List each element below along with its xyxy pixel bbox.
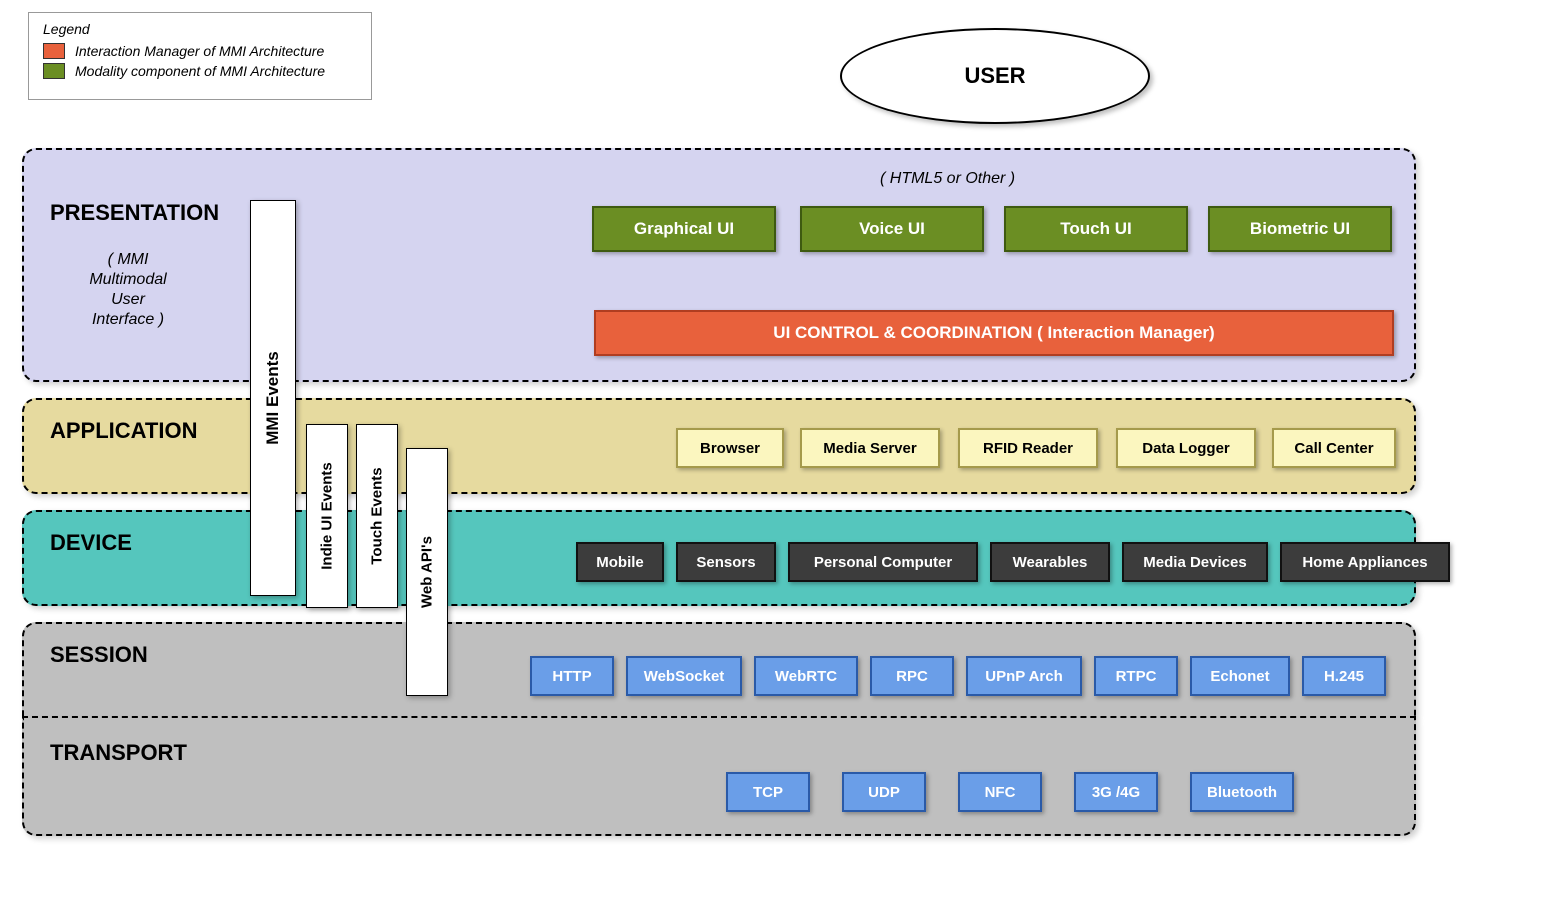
vbar: Touch Events	[356, 424, 398, 608]
box-label: Mobile	[596, 554, 644, 571]
box-presentation: Voice UI	[800, 206, 984, 252]
layer-subtitle-line: ( MMI	[48, 250, 208, 270]
box-application: RFID Reader	[958, 428, 1098, 468]
legend-box: Legend Interaction Manager of MMI Archite…	[28, 12, 372, 100]
box-label: NFC	[985, 784, 1016, 801]
box-transport: UDP	[842, 772, 926, 812]
vbar-label: MMI Events	[263, 351, 283, 445]
box-device: Media Devices	[1122, 542, 1268, 582]
box-application: Call Center	[1272, 428, 1396, 468]
box-label: UI CONTROL & COORDINATION ( Interaction …	[773, 323, 1214, 343]
layer-title-transport: TRANSPORT	[50, 740, 187, 766]
box-label: Home Appliances	[1302, 554, 1427, 571]
user-ellipse: USER	[840, 28, 1150, 124]
box-label: WebSocket	[644, 668, 725, 685]
box-session: H.245	[1302, 656, 1386, 696]
layer-title-presentation: PRESENTATION	[50, 200, 219, 226]
vbar-label: Touch Events	[369, 467, 386, 564]
legend-title: Legend	[43, 21, 357, 37]
box-presentation: Touch UI	[1004, 206, 1188, 252]
box-transport: TCP	[726, 772, 810, 812]
legend-swatch	[43, 43, 65, 59]
box-application: Media Server	[800, 428, 940, 468]
box-session: RTPC	[1094, 656, 1178, 696]
box-presentation: Graphical UI	[592, 206, 776, 252]
box-label: RPC	[896, 668, 928, 685]
box-application: Browser	[676, 428, 784, 468]
box-label: Graphical UI	[634, 219, 734, 239]
box-transport: Bluetooth	[1190, 772, 1294, 812]
user-label: USER	[964, 63, 1025, 89]
box-session: WebSocket	[626, 656, 742, 696]
layer-subtitle-line: User	[48, 290, 208, 310]
box-session: UPnP Arch	[966, 656, 1082, 696]
box-device: Personal Computer	[788, 542, 978, 582]
box-label: Media Server	[823, 440, 916, 457]
box-label: HTTP	[552, 668, 591, 685]
box-label: Echonet	[1210, 668, 1269, 685]
layer-title-device: DEVICE	[50, 530, 132, 556]
vbar-label: Indie UI Events	[319, 462, 336, 570]
legend-swatch	[43, 63, 65, 79]
legend-label: Interaction Manager of MMI Architecture	[75, 43, 324, 59]
box-label: UPnP Arch	[985, 668, 1063, 685]
box-label: Voice UI	[859, 219, 925, 239]
box-transport: 3G /4G	[1074, 772, 1158, 812]
vbar-label: Web API's	[419, 536, 436, 608]
box-label: Bluetooth	[1207, 784, 1277, 801]
vbar: Web API's	[406, 448, 448, 696]
box-label: Call Center	[1294, 440, 1373, 457]
box-session: HTTP	[530, 656, 614, 696]
layer-subtitle-presentation: ( MMIMultimodalUserInterface )	[48, 250, 208, 330]
box-label: Data Logger	[1142, 440, 1230, 457]
legend-label: Modality component of MMI Architecture	[75, 63, 325, 79]
box-label: WebRTC	[775, 668, 837, 685]
box-label: UDP	[868, 784, 900, 801]
layer-title-session: SESSION	[50, 642, 148, 668]
legend-item: Modality component of MMI Architecture	[43, 63, 357, 79]
box-device: Mobile	[576, 542, 664, 582]
box-device: Sensors	[676, 542, 776, 582]
box-device: Wearables	[990, 542, 1110, 582]
layer-title-application: APPLICATION	[50, 418, 197, 444]
box-presentation: Biometric UI	[1208, 206, 1392, 252]
layer-subtitle-line: Interface )	[48, 310, 208, 330]
layer-subtitle-line: Multimodal	[48, 270, 208, 290]
box-label: TCP	[753, 784, 783, 801]
box-label: H.245	[1324, 668, 1364, 685]
box-transport: NFC	[958, 772, 1042, 812]
box-application: Data Logger	[1116, 428, 1256, 468]
box-session: RPC	[870, 656, 954, 696]
box-presentation: UI CONTROL & COORDINATION ( Interaction …	[594, 310, 1394, 356]
box-label: Personal Computer	[814, 554, 952, 571]
box-device: Home Appliances	[1280, 542, 1450, 582]
box-session: Echonet	[1190, 656, 1290, 696]
box-label: Media Devices	[1143, 554, 1246, 571]
legend-item: Interaction Manager of MMI Architecture	[43, 43, 357, 59]
vbar: Indie UI Events	[306, 424, 348, 608]
box-label: Wearables	[1013, 554, 1088, 571]
box-label: RTPC	[1116, 668, 1157, 685]
box-label: Browser	[700, 440, 760, 457]
box-label: RFID Reader	[983, 440, 1073, 457]
box-label: Biometric UI	[1250, 219, 1350, 239]
box-label: 3G /4G	[1092, 784, 1140, 801]
vbar: MMI Events	[250, 200, 296, 596]
box-session: WebRTC	[754, 656, 858, 696]
box-label: Sensors	[696, 554, 755, 571]
box-label: Touch UI	[1060, 219, 1131, 239]
layer-note-presentation: ( HTML5 or Other )	[880, 170, 1015, 188]
